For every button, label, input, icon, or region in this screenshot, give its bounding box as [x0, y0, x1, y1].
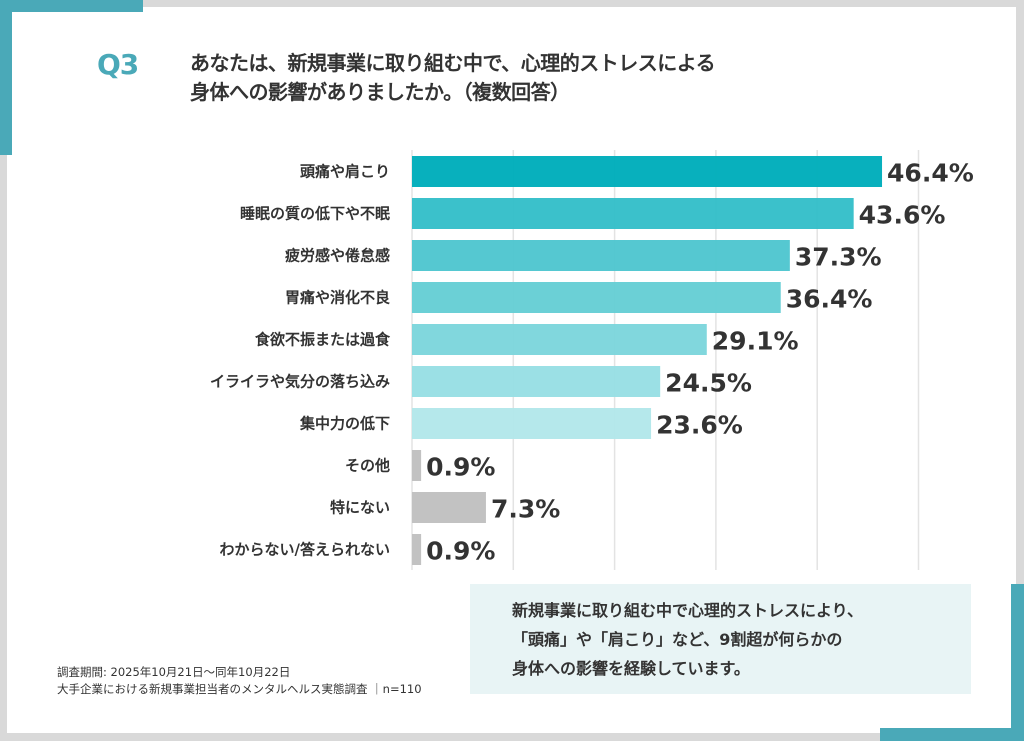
accent-bar-right: [1011, 584, 1024, 741]
value-label: 0.9%: [426, 453, 495, 482]
question-title-line-2: 身体への影響がありましたか。（複数回答）: [190, 80, 570, 104]
category-label: 疲労感や倦怠感: [285, 247, 390, 265]
category-label: 食欲不振または過食: [255, 331, 391, 349]
accent-bar-top: [0, 0, 143, 12]
bar: [412, 366, 661, 397]
value-label: 46.4%: [887, 159, 974, 188]
accent-bar-bottom: [880, 728, 1024, 741]
bar: [412, 156, 883, 187]
value-label: 23.6%: [656, 411, 743, 440]
survey-name: 大手企業における新規事業担当者のメンタルヘルス実態調査 ｜n=110: [57, 682, 422, 696]
value-label: 37.3%: [795, 243, 882, 272]
bar: [412, 198, 854, 229]
summary-text: 新規事業に取り組む中で心理的ストレスにより、 「頭痛」や「肩こり」など、9割超が…: [512, 596, 863, 683]
summary-callout: 新規事業に取り組む中で心理的ストレスにより、 「頭痛」や「肩こり」など、9割超が…: [470, 584, 971, 694]
value-label: 7.3%: [491, 495, 560, 524]
category-label: その他: [345, 457, 390, 475]
bar: [412, 408, 652, 439]
accent-bar-left: [0, 0, 12, 155]
category-label: イライラや気分の落ち込み: [210, 373, 390, 391]
bar: [412, 534, 422, 565]
category-label: 胃痛や消化不良: [285, 289, 390, 307]
category-label: わからない/答えられない: [220, 541, 390, 559]
bar: [412, 324, 707, 355]
value-label: 29.1%: [712, 327, 799, 356]
survey-footer: 調査期間: 2025年10月21日～同年10月22日 大手企業における新規事業担…: [57, 664, 422, 698]
category-label: 頭痛や肩こり: [300, 163, 390, 181]
bar: [412, 492, 486, 523]
value-label: 36.4%: [786, 285, 873, 314]
value-label: 24.5%: [665, 369, 752, 398]
category-label: 特にない: [330, 499, 390, 517]
value-label: 0.9%: [426, 537, 495, 566]
question-title: あなたは、新規事業に取り組む中で、心理的ストレスによる 身体への影響がありました…: [190, 49, 716, 107]
question-number: Q3: [97, 48, 139, 81]
survey-period: 調査期間: 2025年10月21日～同年10月22日: [57, 665, 291, 679]
bar: [412, 240, 790, 271]
summary-line-1: 新規事業に取り組む中で心理的ストレスにより、: [512, 601, 864, 620]
category-label: 睡眠の質の低下や不眠: [240, 205, 390, 223]
summary-line-2: 「頭痛」や「肩こり」など、9割超が何らかの: [512, 630, 843, 649]
value-label: 43.6%: [859, 201, 946, 230]
bar: [412, 282, 781, 313]
category-label: 集中力の低下: [299, 415, 390, 433]
question-title-line-1: あなたは、新規事業に取り組む中で、心理的ストレスによる: [190, 51, 716, 75]
summary-line-3: 身体への影響を経験しています。: [512, 659, 750, 678]
bar: [412, 450, 422, 481]
